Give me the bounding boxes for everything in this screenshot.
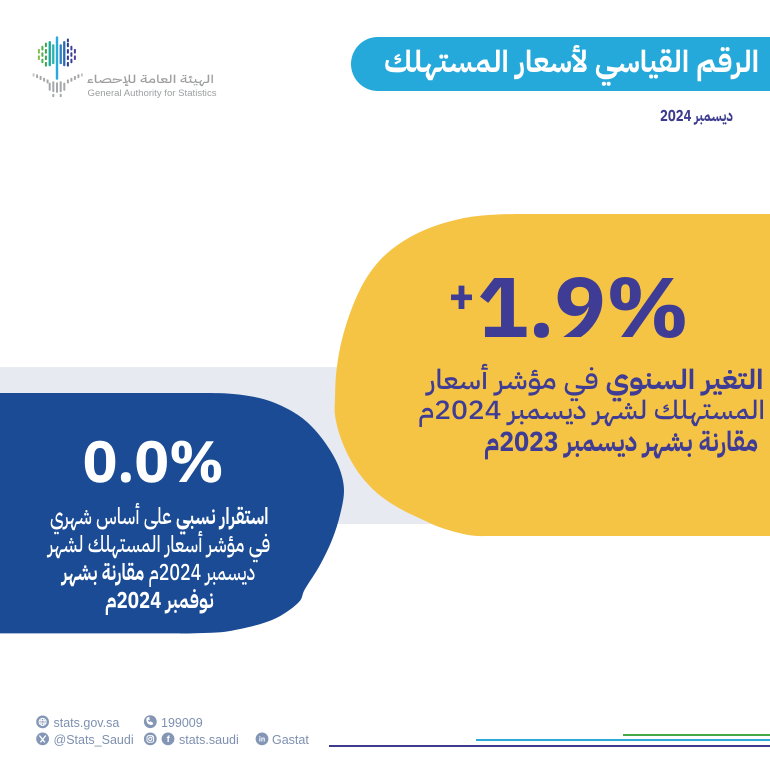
svg-text:f: f: [167, 734, 171, 745]
svg-text:in: in: [259, 737, 265, 744]
